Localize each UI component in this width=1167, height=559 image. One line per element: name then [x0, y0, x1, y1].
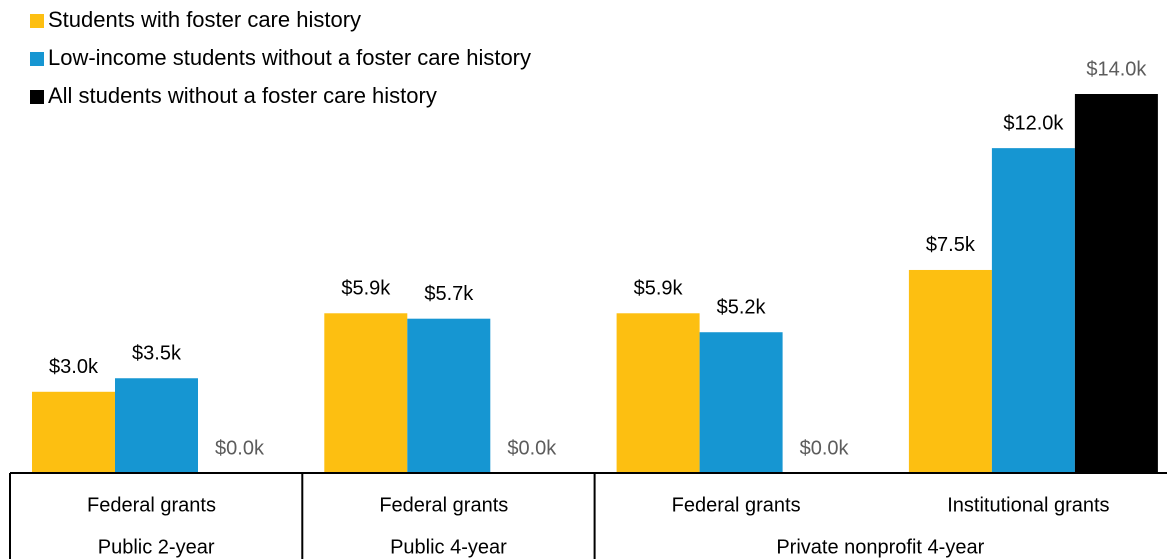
legend-swatch — [30, 52, 44, 66]
bar — [991, 148, 1075, 473]
legend-label: All students without a foster care histo… — [48, 83, 437, 108]
legend-label: Low-income students without a foster car… — [48, 45, 531, 70]
bar — [324, 313, 408, 473]
value-label: $5.7k — [424, 283, 474, 305]
value-label: $14.0k — [1086, 58, 1147, 80]
value-label: $3.0k — [49, 356, 99, 378]
value-label: $0.0k — [800, 437, 850, 459]
category-label: Federal grants — [379, 494, 508, 516]
value-label: $0.0k — [507, 437, 557, 459]
group-label: Public 4-year — [390, 536, 507, 558]
legend-swatch — [30, 14, 44, 28]
category-label: Institutional grants — [947, 494, 1109, 516]
bar — [1074, 94, 1158, 473]
legend-swatch — [30, 90, 44, 104]
category-label: Federal grants — [672, 494, 801, 516]
bar — [699, 332, 783, 473]
value-label: $5.9k — [634, 278, 684, 300]
group-label: Private nonprofit 4-year — [776, 536, 984, 558]
bar — [616, 313, 700, 473]
bar — [908, 269, 992, 473]
value-label: $7.5k — [926, 234, 976, 256]
group-label: Public 2-year — [98, 536, 215, 558]
category-label: Federal grants — [87, 494, 216, 516]
value-label: $5.2k — [717, 297, 767, 319]
value-label: $5.9k — [341, 278, 391, 300]
value-label: $3.5k — [132, 343, 182, 365]
bar — [407, 318, 491, 473]
legend-label: Students with foster care history — [48, 7, 361, 32]
value-label: $0.0k — [215, 437, 265, 459]
value-label: $12.0k — [1003, 112, 1064, 134]
bar — [115, 378, 198, 473]
bar — [32, 391, 115, 473]
